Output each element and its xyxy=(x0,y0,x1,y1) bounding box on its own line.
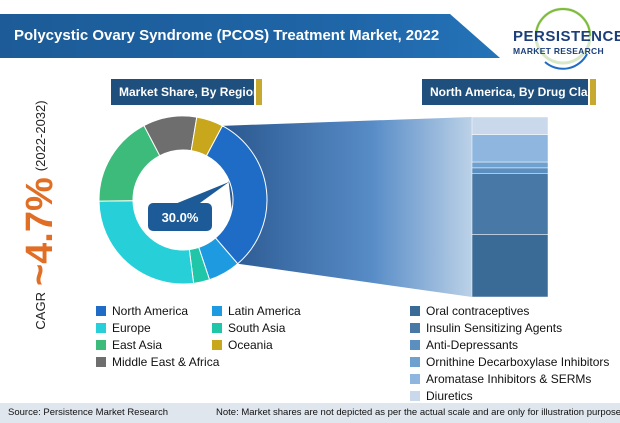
disclaimer-note: Note: Market shares are not depicted as … xyxy=(216,407,620,418)
legend-item-middle-east-and-africa: Middle East & Africa xyxy=(96,355,219,369)
footer-bar xyxy=(0,403,620,423)
legend-item-diuretics: Diuretics xyxy=(410,389,473,403)
drug-class-section-label: North America, By Drug Class xyxy=(422,79,601,105)
stack-segment-oral-contraceptives xyxy=(471,234,549,298)
legend-item-oceania: Oceania xyxy=(212,338,273,352)
company-logo: PERSISTENCE MARKET RESEARCH xyxy=(505,6,620,74)
callout-pointer xyxy=(175,182,229,208)
highlight-share-label: 30.0% xyxy=(162,210,199,225)
legend-label: Oral contraceptives xyxy=(426,304,530,318)
legend-label: Europe xyxy=(112,321,151,335)
legend-label: Middle East & Africa xyxy=(112,355,220,369)
stack-segment-anti-depressants xyxy=(471,167,549,174)
legend-label: Insulin Sensitizing Agents xyxy=(426,321,563,335)
stack-segment-aromatase-inhibitors-and-serms xyxy=(471,134,549,163)
legend-swatch xyxy=(96,357,106,367)
legend-swatch xyxy=(96,340,106,350)
chart-title: Polycystic Ovary Syndrome (PCOS) Treatme… xyxy=(14,27,440,44)
logo-subtitle: MARKET RESEARCH xyxy=(513,46,604,56)
legend-label: Anti-Depressants xyxy=(426,338,519,352)
stack-segment-ornithine-decarboxylase-inhibitors xyxy=(471,161,549,169)
legend-item-north-america: North America xyxy=(96,304,188,318)
callout-box xyxy=(148,203,212,231)
legend-swatch xyxy=(410,306,420,316)
legend-item-latin-america: Latin America xyxy=(212,304,301,318)
drug-class-label-accent xyxy=(590,79,596,105)
legend-swatch xyxy=(410,391,420,401)
legend-item-europe: Europe xyxy=(96,321,151,335)
region-section-label: Market Share, By Region xyxy=(111,79,260,105)
legend-label: North America xyxy=(112,304,189,318)
legend-label: South Asia xyxy=(228,321,286,335)
legend-swatch xyxy=(96,306,106,316)
stack-segment-insulin-sensitizing-agents xyxy=(471,173,549,235)
legend-label: Diuretics xyxy=(426,389,473,403)
legend-item-ornithine-decarboxylase-inhibitors: Ornithine Decarboxylase Inhibitors xyxy=(410,355,609,369)
legend-label: Latin America xyxy=(228,304,301,318)
drill-down-funnel xyxy=(222,117,472,297)
legend-swatch xyxy=(410,357,420,367)
logo-name: PERSISTENCE xyxy=(513,28,620,45)
legend-label: Aromatase Inhibitors & SERMs xyxy=(426,372,592,386)
logo-globe-icon xyxy=(534,7,592,70)
legend-swatch xyxy=(410,340,420,350)
legend-swatch xyxy=(410,323,420,333)
stack-segment-diuretics xyxy=(471,116,549,135)
title-banner xyxy=(0,14,500,58)
region-label-accent xyxy=(256,79,262,105)
legend-label: East Asia xyxy=(112,338,163,352)
donut-slice-highlight xyxy=(205,125,268,265)
legend-item-anti-depressants: Anti-Depressants xyxy=(410,338,518,352)
legend-item-east-asia: East Asia xyxy=(96,338,162,352)
legend-swatch xyxy=(212,323,222,333)
legend-label: Oceania xyxy=(228,338,273,352)
legend-item-insulin-sensitizing-agents: Insulin Sensitizing Agents xyxy=(410,321,562,335)
legend-label: Ornithine Decarboxylase Inhibitors xyxy=(426,355,610,369)
legend-swatch xyxy=(212,306,222,316)
legend-item-aromatase-inhibitors-and-serms: Aromatase Inhibitors & SERMs xyxy=(410,372,591,386)
source-note: Source: Persistence Market Research xyxy=(8,407,168,418)
legend-item-south-asia: South Asia xyxy=(212,321,285,335)
legend-swatch xyxy=(96,323,106,333)
legend-item-oral-contraceptives: Oral contraceptives xyxy=(410,304,529,318)
legend-swatch xyxy=(410,374,420,384)
legend-swatch xyxy=(212,340,222,350)
